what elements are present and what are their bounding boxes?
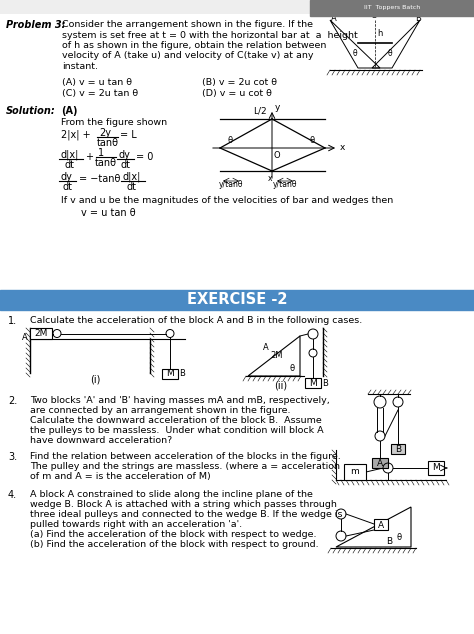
Text: are connected by an arrangement shown in the figure.: are connected by an arrangement shown in… xyxy=(30,406,291,415)
Text: B: B xyxy=(322,378,328,387)
Text: A: A xyxy=(377,458,383,467)
Text: Find the relation between acceleration of the blocks in the figure.: Find the relation between acceleration o… xyxy=(30,452,341,461)
Bar xyxy=(344,464,366,480)
Text: B: B xyxy=(179,369,185,378)
Text: θ: θ xyxy=(353,49,357,58)
Text: (i): (i) xyxy=(90,375,100,385)
Text: dt: dt xyxy=(121,160,131,170)
Text: dt: dt xyxy=(127,182,137,192)
Text: x: x xyxy=(340,143,346,153)
Text: Solution:: Solution: xyxy=(6,106,56,116)
Bar xyxy=(162,368,178,378)
Text: θ: θ xyxy=(397,533,402,542)
Text: A: A xyxy=(331,14,337,23)
Text: 4.: 4. xyxy=(8,490,17,500)
Text: 2.: 2. xyxy=(8,396,17,406)
Text: θ: θ xyxy=(228,136,233,145)
Text: tanθ: tanθ xyxy=(95,158,117,168)
Text: O: O xyxy=(274,151,281,160)
Text: θ: θ xyxy=(290,364,295,373)
Text: Consider the arrangement shown in the figure. If the: Consider the arrangement shown in the fi… xyxy=(62,20,313,29)
Text: Two blocks 'A' and 'B' having masses mA and mB, respectively,: Two blocks 'A' and 'B' having masses mA … xyxy=(30,396,330,405)
Text: 2y: 2y xyxy=(99,128,111,138)
Text: (A) v = u tan θ: (A) v = u tan θ xyxy=(62,78,132,87)
Text: = 0: = 0 xyxy=(136,152,154,162)
Text: EXERCISE -2: EXERCISE -2 xyxy=(187,292,287,307)
Text: (A): (A) xyxy=(61,106,78,116)
Text: 3.: 3. xyxy=(8,452,17,462)
Text: 1: 1 xyxy=(98,148,104,158)
Text: IIT  Toppers Batch: IIT Toppers Batch xyxy=(364,6,420,11)
Text: y/tanθ: y/tanθ xyxy=(219,180,243,189)
Text: tanθ: tanθ xyxy=(97,138,119,148)
Text: dy: dy xyxy=(61,172,73,182)
Text: v = u tan θ: v = u tan θ xyxy=(81,208,136,218)
Text: If v and u be the magnitudes of the velocities of bar and wedges then: If v and u be the magnitudes of the velo… xyxy=(61,196,393,205)
Text: A: A xyxy=(22,333,28,342)
Text: (B) v = 2u cot θ: (B) v = 2u cot θ xyxy=(202,78,277,87)
Text: x: x xyxy=(268,174,272,183)
Bar xyxy=(310,0,474,16)
Text: (D) v = u cot θ: (D) v = u cot θ xyxy=(202,89,272,98)
Text: M: M xyxy=(432,463,440,472)
Text: +: + xyxy=(85,152,93,162)
Text: θ: θ xyxy=(310,136,315,145)
Text: Calculate the acceleration of the block A and B in the following cases.: Calculate the acceleration of the block … xyxy=(30,316,362,325)
Text: pulled towards right with an acceleration 'a'.: pulled towards right with an acceleratio… xyxy=(30,520,242,529)
Bar xyxy=(0,290,474,310)
Text: d|x|: d|x| xyxy=(61,150,79,160)
Text: y/tanθ: y/tanθ xyxy=(273,180,297,189)
Text: three ideal pulleys and connected to the wedge B. If the wedge is: three ideal pulleys and connected to the… xyxy=(30,510,343,519)
Text: = −tanθ: = −tanθ xyxy=(79,174,120,184)
Text: the pulleys to be massless.  Under what condition will block A: the pulleys to be massless. Under what c… xyxy=(30,426,324,435)
Text: of h as shown in the figure, obtain the relation between: of h as shown in the figure, obtain the … xyxy=(62,41,327,50)
Text: A: A xyxy=(263,343,269,352)
Text: m: m xyxy=(351,467,359,477)
Text: Calculate the downward acceleration of the block B.  Assume: Calculate the downward acceleration of t… xyxy=(30,416,322,425)
Text: 2M: 2M xyxy=(270,351,283,360)
Text: θ: θ xyxy=(388,49,392,58)
Text: (a) Find the acceleration of the block with respect to wedge.: (a) Find the acceleration of the block w… xyxy=(30,530,317,539)
Text: d|x|: d|x| xyxy=(123,172,141,183)
Bar xyxy=(374,519,388,530)
Text: (C) v = 2u tan θ: (C) v = 2u tan θ xyxy=(62,89,138,98)
Text: The pulley and the strings are massless. (where a = acceleration: The pulley and the strings are massless.… xyxy=(30,462,340,471)
Text: 2M: 2M xyxy=(34,329,48,338)
Text: 1.: 1. xyxy=(8,316,17,326)
Text: system is set free at t = 0 with the horizontal bar at  a  height: system is set free at t = 0 with the hor… xyxy=(62,30,358,39)
Text: (b) Find the acceleration of the block with respect to ground.: (b) Find the acceleration of the block w… xyxy=(30,540,319,549)
Bar xyxy=(305,378,321,388)
Text: M: M xyxy=(166,369,174,378)
Text: = L: = L xyxy=(120,130,137,140)
Text: dy: dy xyxy=(119,150,131,160)
Text: A: A xyxy=(378,521,384,529)
Text: h: h xyxy=(377,29,383,38)
Text: Problem 3:: Problem 3: xyxy=(6,20,65,30)
Text: A block A constrained to slide along the incline plane of the: A block A constrained to slide along the… xyxy=(30,490,313,499)
Text: of m and A = is the acceleration of M): of m and A = is the acceleration of M) xyxy=(30,472,211,481)
Text: M: M xyxy=(309,378,317,387)
Text: dt: dt xyxy=(63,182,73,192)
Text: L/2: L/2 xyxy=(253,106,267,115)
Text: C: C xyxy=(370,11,376,20)
Bar xyxy=(30,328,52,339)
Text: velocity of A (take u) and velocity of C(take v) at any: velocity of A (take u) and velocity of C… xyxy=(62,51,313,60)
Text: (ii): (ii) xyxy=(274,380,288,390)
Text: B: B xyxy=(386,537,392,546)
Text: From the figure shown: From the figure shown xyxy=(61,118,167,127)
Text: y: y xyxy=(275,103,281,112)
Text: B: B xyxy=(415,14,421,23)
Bar xyxy=(428,461,444,475)
Text: dt: dt xyxy=(65,160,75,170)
Text: instant.: instant. xyxy=(62,62,98,71)
Text: have downward acceleration?: have downward acceleration? xyxy=(30,436,172,445)
Text: B: B xyxy=(395,444,401,453)
Text: wedge B. Block A is attached with a string which passes through: wedge B. Block A is attached with a stri… xyxy=(30,500,337,509)
Bar xyxy=(372,458,388,468)
Bar xyxy=(391,444,405,454)
Text: 2|x| +: 2|x| + xyxy=(61,130,91,141)
